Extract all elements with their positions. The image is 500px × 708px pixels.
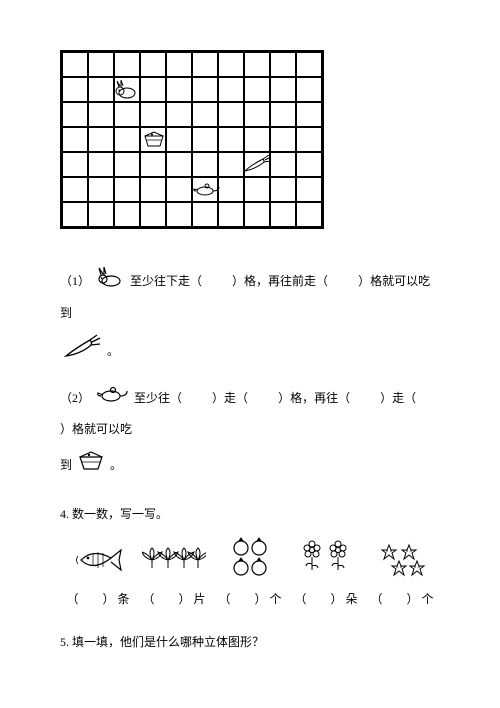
q2-text1: 至少往（ [134, 392, 182, 406]
cake-icon [77, 450, 105, 483]
q1-text2: ）格，再往前走（ [232, 274, 328, 288]
tomatoes-icon [225, 536, 275, 580]
stars-icon [375, 540, 429, 580]
leaves-icon [142, 540, 206, 580]
carrot-icon [62, 334, 102, 371]
q2-text3: ）格，再往（ [278, 392, 350, 406]
grid-rabbit [114, 77, 140, 102]
q2-text2: ）走（ [212, 392, 248, 406]
grid-carrot [244, 152, 270, 177]
count-fish: （ ） 条 [60, 540, 136, 607]
grid-mouse [192, 177, 218, 202]
mouse-icon [95, 384, 129, 415]
q4-heading: 4. 数一数，写一写。 [60, 505, 440, 522]
q1-prefix: （1） [60, 274, 90, 288]
grid-cake [140, 127, 166, 152]
count-tomatoes: （ ） 个 [212, 536, 288, 607]
question-2-line2: 到 。 [60, 450, 440, 483]
fish-icon [73, 540, 123, 580]
q1-blank2 [331, 274, 355, 288]
q2-prefix: （2） [60, 392, 90, 406]
rabbit-icon [95, 266, 125, 299]
flowers-icon [298, 536, 354, 580]
count-row: （ ） 条 （ ） 片 （ ） 个 （ ） 朵 [60, 536, 440, 607]
question-1-line2: 。 [60, 334, 440, 371]
q2-text5: ）格就可以吃 [60, 422, 132, 436]
question-1: （1） 至少往下走（ ）格，再往前走（ ）格就可以吃到 [60, 266, 440, 328]
q1-blank1 [205, 274, 229, 288]
question-2: （2） 至少往（ ）走（ ）格，再往（ ）走（ ）格就可以吃 [60, 384, 440, 444]
q5-heading: 5. 填一填，他们是什么哪种立体图形？ [60, 633, 440, 650]
q1-text1: 至少往下走（ [130, 274, 202, 288]
count-leaves: （ ） 片 [136, 540, 212, 607]
count-flowers: （ ） 朵 [288, 536, 364, 607]
q2-ending: 。 [110, 458, 122, 472]
count-stars: （ ） 个 [364, 540, 440, 607]
q1-ending: 。 [107, 344, 119, 358]
q2-text6: 到 [60, 458, 72, 472]
grid [60, 50, 324, 229]
q2-text4: ）走（ [380, 392, 416, 406]
grid-figure [60, 50, 440, 231]
